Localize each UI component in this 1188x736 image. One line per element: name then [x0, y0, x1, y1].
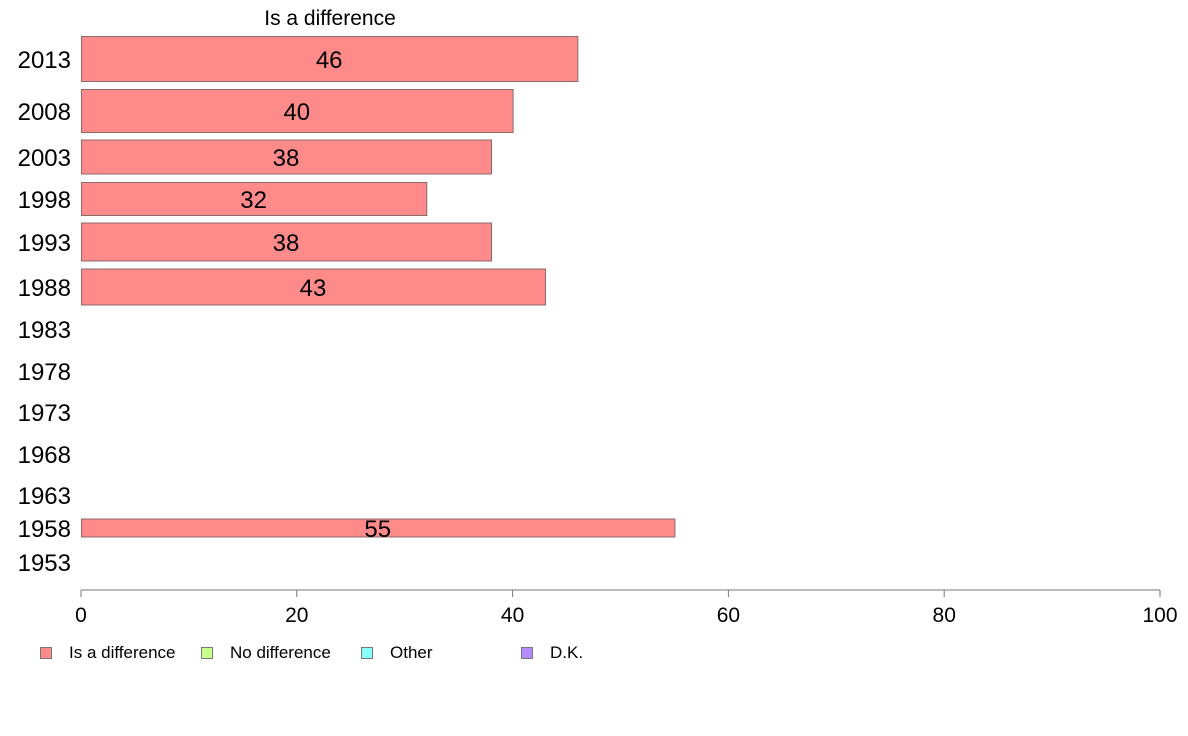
bar-value-label-1998: 32 — [240, 187, 267, 214]
legend-swatch-no-difference — [201, 647, 213, 659]
bar-value-label-1988: 43 — [300, 275, 327, 302]
bar-2013 — [81, 36, 579, 82]
x-tick-label-20: 20 — [285, 604, 308, 627]
year-label-1958: 1958 — [18, 516, 71, 543]
bar-2003 — [81, 139, 493, 175]
legend-label-no-difference: No difference — [230, 643, 331, 662]
legend: Is a difference No difference Other D.K. — [0, 643, 1188, 665]
year-labels-group: 2013 2008 2003 1998 1993 1988 1983 1978 1973 1968… — [18, 47, 71, 577]
year-label-2008: 2008 — [18, 99, 71, 126]
year-label-2003: 2003 — [18, 145, 71, 172]
legend-item-other: Other — [361, 643, 433, 663]
x-tick-label-0: 0 — [75, 604, 87, 627]
bar-1998 — [81, 182, 428, 216]
year-label-1978: 1978 — [18, 359, 71, 386]
x-tick-label-80: 80 — [933, 604, 956, 627]
year-label-2013: 2013 — [18, 47, 71, 74]
legend-label-dk: D.K. — [550, 643, 584, 662]
bar-value-label-2003: 38 — [273, 145, 300, 172]
x-axis: 0 20 40 60 80 100 — [75, 589, 1178, 627]
legend-item-is-a-difference: Is a difference — [40, 643, 175, 663]
year-label-1973: 1973 — [18, 400, 71, 427]
legend-label-is-a-difference: Is a difference — [69, 643, 176, 662]
legend-label-other: Other — [390, 643, 433, 662]
year-label-1968: 1968 — [18, 442, 71, 469]
bar-1988 — [81, 268, 546, 306]
year-label-1963: 1963 — [18, 483, 71, 510]
bar-1958 — [81, 518, 676, 538]
bar-2008 — [81, 89, 514, 133]
bar-value-label-2013: 46 — [316, 47, 343, 74]
legend-item-dk: D.K. — [521, 643, 583, 663]
year-label-1953: 1953 — [18, 550, 71, 577]
year-label-1998: 1998 — [18, 187, 71, 214]
year-label-1988: 1988 — [18, 275, 71, 302]
x-tick-label-40: 40 — [501, 604, 524, 627]
x-tick-label-60: 60 — [717, 604, 740, 627]
legend-swatch-other — [361, 647, 373, 659]
chart-title: Is a difference — [264, 7, 396, 30]
year-label-1993: 1993 — [18, 230, 71, 257]
legend-swatch-dk — [521, 647, 533, 659]
bar-1993 — [81, 222, 493, 262]
bar-value-label-1958: 55 — [364, 516, 391, 543]
year-label-1983: 1983 — [18, 317, 71, 344]
x-tick-label-100: 100 — [1142, 604, 1177, 627]
bar-value-label-1993: 38 — [273, 230, 300, 257]
legend-item-no-difference: No difference — [201, 643, 331, 663]
bar-value-label-2008: 40 — [283, 99, 310, 126]
legend-swatch-is-a-difference — [40, 647, 52, 659]
